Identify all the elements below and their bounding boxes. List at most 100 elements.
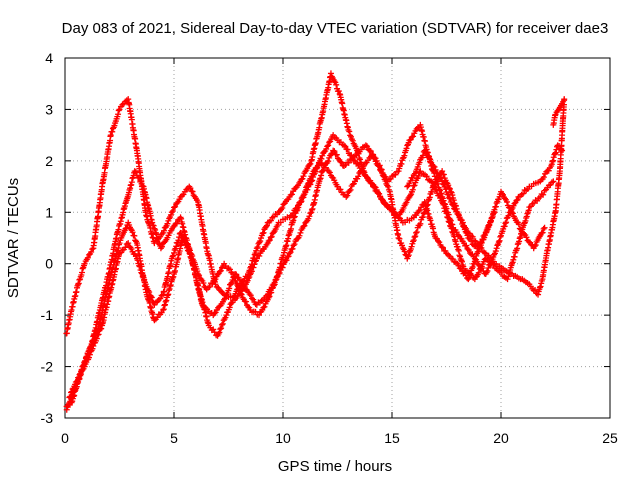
y-tick-label: 3 [45,101,53,117]
data-point [257,238,264,245]
data-point [395,168,402,175]
data-point [307,210,314,217]
data-point [109,128,116,135]
data-point [278,206,285,213]
data-point [290,242,297,249]
data-point [73,378,80,385]
data-point [463,242,470,249]
data-point [217,267,224,274]
data-point [532,287,539,294]
data-point [223,312,230,319]
data-point [404,253,411,260]
data-point [416,159,423,166]
data-point [265,294,272,301]
data-point [86,351,93,358]
data-point [214,271,221,278]
data-point [164,220,171,227]
data-point [79,265,86,272]
data-point [424,201,431,208]
data-point [235,283,242,290]
data-point [408,134,415,141]
data-point [136,262,143,269]
data-point [127,226,134,233]
data-point [395,235,402,241]
data-point [107,132,114,139]
data-point [403,145,410,152]
data-point [410,133,417,140]
data-point [301,222,308,229]
data-point [465,247,472,254]
data-point [433,187,440,194]
data-point [549,158,556,165]
data-point [324,143,331,150]
data-point [435,237,442,244]
data-point [296,232,303,239]
y-axis-label: SDTVAR / TECUs [5,178,22,298]
data-point [293,207,300,214]
data-point [75,374,82,381]
data-point [492,248,499,255]
data-point [327,70,334,77]
data-point [401,152,408,159]
series-track-5 [404,96,568,298]
data-point [507,209,514,216]
data-point [407,192,414,199]
data-point [354,160,361,167]
data-point [260,304,267,311]
data-point [448,225,455,232]
data-point [382,177,389,184]
data-point [532,242,539,249]
data-point [173,220,180,227]
data-point [474,258,481,265]
data-point [66,394,73,401]
data-point [482,229,489,236]
data-point [412,233,419,240]
data-point [280,201,287,208]
data-point [446,184,453,191]
data-point [319,152,326,159]
data-point [366,147,373,154]
data-point [218,321,225,328]
data-point [72,379,79,385]
data-point [139,273,146,280]
data-point [136,263,143,270]
data-point [329,174,336,181]
data-point [89,345,96,352]
data-point [242,298,249,305]
data-point [415,172,422,179]
data-point [347,186,354,193]
data-point [344,146,351,153]
plot-frame [64,57,611,419]
data-point [229,271,236,277]
data-point [423,151,430,158]
x-tick-label: 10 [275,430,291,446]
data-point [295,204,302,211]
data-point [268,233,275,240]
data-point [79,366,86,373]
data-point [545,167,552,174]
data-point [227,281,234,288]
data-point [338,159,345,166]
data-point [362,173,369,180]
data-point [353,151,360,158]
data-point [414,163,421,170]
data-point [75,280,82,287]
data-point [328,150,335,157]
data-point [79,269,86,276]
y-tick-label: -3 [41,410,54,426]
data-point [115,107,122,114]
data-point [326,169,333,176]
data-point [496,237,503,244]
data-point [333,81,340,88]
data-point [279,205,286,212]
data-point [371,184,378,191]
data-point [438,175,445,182]
data-point [77,370,84,377]
data-point [503,219,510,226]
data-point [409,174,416,181]
data-point [219,320,226,327]
data-point [331,78,338,85]
data-point [417,220,424,227]
data-point [443,210,450,217]
